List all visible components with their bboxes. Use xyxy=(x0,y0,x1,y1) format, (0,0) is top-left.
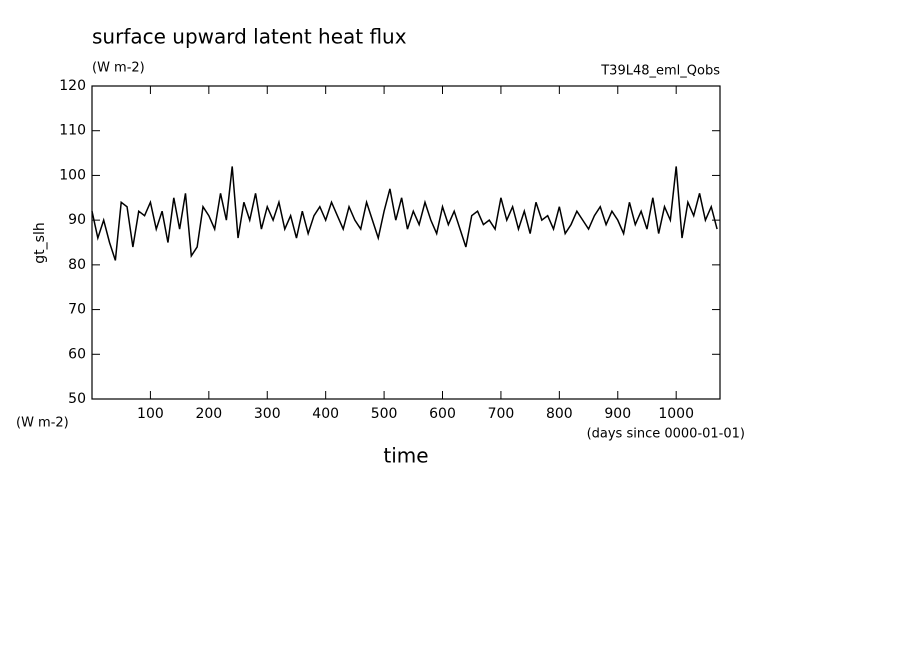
y-tick-label: 60 xyxy=(68,346,86,362)
y-tick-label: 80 xyxy=(68,257,86,273)
x-tick-label: 800 xyxy=(546,406,573,422)
x-tick-label: 1000 xyxy=(658,406,694,422)
y-tick-label: 120 xyxy=(59,78,86,94)
subtitle-units: (W m-2) xyxy=(92,61,145,76)
x-tick-label: 600 xyxy=(429,406,456,422)
y-tick-label: 100 xyxy=(59,167,86,183)
data-line xyxy=(91,166,718,261)
x-units: (days since 0000-01-01) xyxy=(587,427,745,442)
run-label: T39L48_eml_Qobs xyxy=(600,64,720,79)
x-tick-label: 400 xyxy=(312,406,339,422)
x-tick-label: 300 xyxy=(254,406,281,422)
x-tick-label: 700 xyxy=(488,406,515,422)
x-tick-label: 500 xyxy=(371,406,398,422)
x-tick-label: 900 xyxy=(604,406,631,422)
x-tick-label: 200 xyxy=(195,406,222,422)
y-units: (W m-2) xyxy=(16,416,69,431)
y-tick-label: 90 xyxy=(68,212,86,228)
chart-title: surface upward latent heat flux xyxy=(92,25,407,49)
y-tick-label: 110 xyxy=(59,123,86,139)
x-tick-label: 100 xyxy=(137,406,164,422)
y-tick-label: 70 xyxy=(68,302,86,318)
y-tick-label: 50 xyxy=(68,391,86,407)
y-axis-label: gt_slh xyxy=(32,222,48,263)
x-axis-label: time xyxy=(383,444,428,468)
plot-frame xyxy=(91,85,721,400)
